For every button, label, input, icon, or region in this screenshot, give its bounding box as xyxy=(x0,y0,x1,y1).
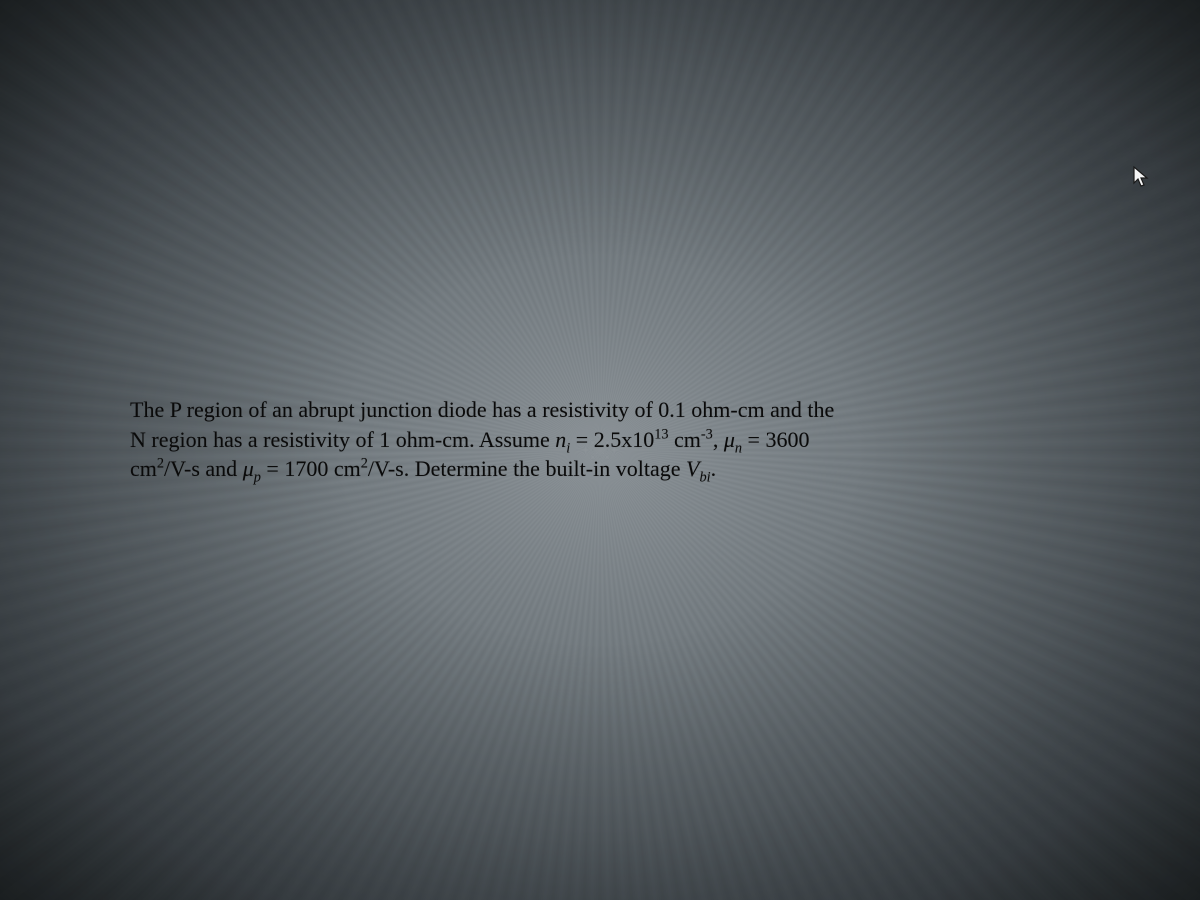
unit-exp: 2 xyxy=(361,456,368,472)
rho-n-value: 1 xyxy=(379,427,390,452)
ni-exponent: 13 xyxy=(654,426,668,442)
text-segment: The P region of an abrupt junction diode… xyxy=(130,397,658,422)
equals: = xyxy=(261,456,284,481)
equals: = xyxy=(742,427,765,452)
ni-unit: cm xyxy=(669,427,701,452)
period: . xyxy=(711,456,717,481)
mu-p-subscript: p xyxy=(254,470,261,486)
mu-p-symbol: μ xyxy=(243,456,254,481)
mu-n-symbol: μ xyxy=(724,427,735,452)
comma: , xyxy=(713,427,724,452)
text-segment: /V-s and xyxy=(164,456,243,481)
mu-p-value: 1700 xyxy=(284,456,328,481)
unit-exp: 2 xyxy=(157,456,164,472)
text-segment: N region has a resistivity of xyxy=(130,427,379,452)
cursor-icon xyxy=(1132,165,1150,189)
ni-value: 2.5x10 xyxy=(594,427,655,452)
mu-n-subscript: n xyxy=(735,440,742,456)
vbi-symbol: V xyxy=(686,456,699,481)
rho-p-value: 0.1 xyxy=(658,397,686,422)
text-segment: ohm-cm and the xyxy=(686,397,834,422)
equals: = xyxy=(570,427,593,452)
unit-cm: cm xyxy=(328,456,360,481)
problem-text: The P region of an abrupt junction diode… xyxy=(130,395,950,484)
mu-n-value: 3600 xyxy=(765,427,809,452)
text-segment: /V-s. Determine the built-in voltage xyxy=(368,456,686,481)
ni-unit-exp: -3 xyxy=(701,426,713,442)
vbi-subscript: bi xyxy=(699,470,710,486)
text-segment: ohm-cm. Assume xyxy=(390,427,555,452)
unit-cm: cm xyxy=(130,456,157,481)
ni-symbol: n xyxy=(555,427,566,452)
